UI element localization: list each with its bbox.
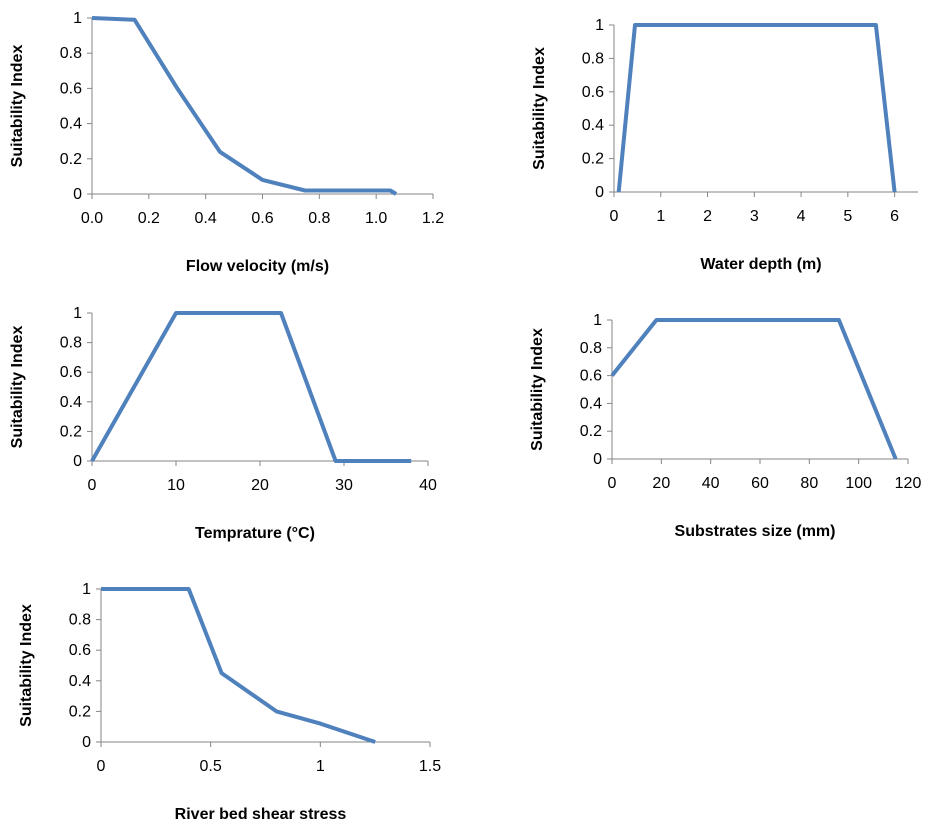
x-tick-label: 5	[843, 208, 852, 225]
x-tick-label: 1	[656, 208, 665, 225]
x-tick-label: 10	[167, 477, 185, 494]
x-tick-label: 3	[750, 208, 759, 225]
series-line-1	[610, 318, 898, 460]
y-tick-label: 0	[73, 186, 82, 203]
y-tick-label: 0.6	[69, 642, 91, 659]
y-axis-title: Suitability Index	[18, 604, 35, 727]
y-axis-title: Suitability Index	[529, 328, 546, 451]
y-tick-label: 0.2	[582, 151, 604, 168]
x-axis-title: Flow velocity (m/s)	[186, 258, 329, 275]
y-axis-title: Suitability Index	[531, 47, 548, 170]
x-axis-title: Substrates size (mm)	[675, 523, 836, 540]
y-tick-label: 1	[593, 312, 602, 329]
x-tick-label: 0	[88, 477, 97, 494]
y-tick-label: 1	[73, 305, 82, 322]
x-tick-label: 1	[316, 758, 325, 775]
x-axis-title: Water depth (m)	[700, 256, 821, 273]
x-axis-title: Temprature (°C)	[195, 525, 315, 542]
y-tick-label: 0.4	[580, 395, 602, 412]
x-tick-label: 40	[702, 475, 720, 492]
chart-2: 0 0.2 0.4 0.6 0.8 1 0 1 2 3 4 5 6 Water depth (m) Suit…	[531, 17, 918, 273]
y-tick-label: 0.6	[580, 368, 602, 385]
x-tick-label: 6	[890, 208, 899, 225]
series-line-1	[616, 23, 897, 193]
series-line-1	[91, 16, 398, 196]
y-tick-label: 0.6	[60, 80, 82, 97]
x-tick-label: 0	[610, 208, 619, 225]
x-tick-label: 1.0	[365, 210, 387, 227]
x-tick-label: 100	[845, 475, 872, 492]
y-tick-label: 0.4	[60, 116, 82, 133]
y-tick-label: 1	[82, 581, 91, 598]
chart-5: 0 0.2 0.4 0.6 0.8 1 0 0.5 1 1.5 River bed shear st…	[18, 581, 441, 823]
y-tick-label: 0.2	[580, 423, 602, 440]
series-line-1	[90, 311, 412, 463]
x-tick-label: 2	[703, 208, 712, 225]
x-axis-title: River bed shear stress	[175, 806, 347, 823]
y-tick-label: 1	[73, 10, 82, 27]
x-tick-label: 1.5	[419, 758, 441, 775]
y-tick-label: 0	[593, 451, 602, 468]
x-tick-label: 30	[335, 477, 353, 494]
y-tick-label: 0	[73, 453, 82, 470]
series-line-1	[101, 587, 376, 744]
y-axis-title: Suitability Index	[9, 326, 26, 449]
x-tick-label: 0.2	[138, 210, 160, 227]
y-tick-label: 0	[595, 184, 604, 201]
x-tick-label: 20	[652, 475, 670, 492]
y-axis-title: Suitability Index	[9, 45, 26, 168]
y-tick-label: 0.2	[69, 703, 91, 720]
chart-4: 0 0.2 0.4 0.6 0.8 1 0 20 40 60 80 100 120 Substrates …	[529, 312, 922, 540]
y-tick-label: 0.6	[60, 364, 82, 381]
x-tick-label: 0	[97, 758, 106, 775]
x-tick-label: 0.4	[195, 210, 217, 227]
y-tick-label: 0.6	[582, 84, 604, 101]
chart-1: 0 0.2 0.4 0.6 0.8 1 0.0 0.2 0.4 0.6 0.8 1.0 1.2 Flow …	[9, 10, 444, 275]
x-tick-label: 4	[797, 208, 806, 225]
y-tick-label: 0.8	[580, 340, 602, 357]
x-tick-label: 1.2	[422, 210, 444, 227]
y-tick-label: 0.8	[582, 50, 604, 67]
x-tick-label: 0.5	[200, 758, 222, 775]
y-tick-label: 0.2	[60, 423, 82, 440]
y-tick-label: 0.8	[60, 45, 82, 62]
x-tick-label: 60	[751, 475, 769, 492]
x-tick-label: 0.0	[81, 210, 103, 227]
y-tick-label: 0.4	[60, 394, 82, 411]
x-tick-label: 80	[800, 475, 818, 492]
x-tick-label: 0	[608, 475, 617, 492]
y-tick-label: 0	[82, 734, 91, 751]
x-tick-label: 40	[419, 477, 437, 494]
y-tick-label: 1	[595, 17, 604, 34]
y-tick-label: 0.8	[69, 612, 91, 629]
y-tick-label: 0.2	[60, 151, 82, 168]
x-tick-label: 0.6	[251, 210, 273, 227]
x-tick-label: 20	[251, 477, 269, 494]
y-tick-label: 0.4	[69, 673, 91, 690]
x-tick-label: 0.8	[308, 210, 330, 227]
y-tick-label: 0.4	[582, 117, 604, 134]
x-tick-label: 120	[895, 475, 922, 492]
y-tick-label: 0.8	[60, 335, 82, 352]
